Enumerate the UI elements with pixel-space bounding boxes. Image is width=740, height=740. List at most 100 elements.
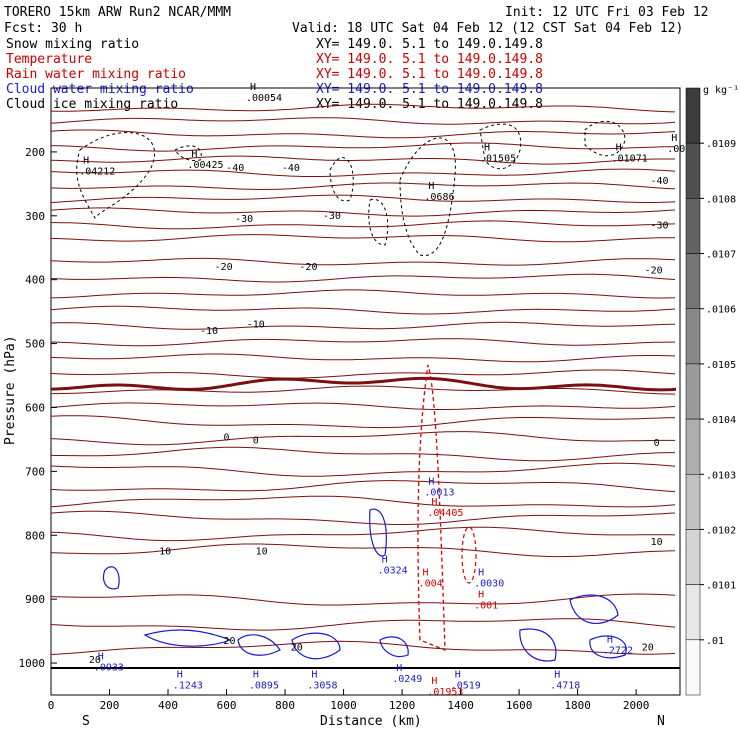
- max-value: .001: [474, 601, 498, 612]
- max-value: .0933: [94, 663, 124, 674]
- plot-frame: [50, 87, 681, 696]
- colorbar-swatch: [685, 418, 701, 475]
- colorbar-tick-label: .0107: [706, 250, 736, 261]
- freezing-level: [50, 376, 677, 392]
- ice-contour: [368, 198, 389, 246]
- max-marker: H: [191, 149, 197, 160]
- south-label: S: [82, 714, 90, 729]
- y-tick-label: 200: [25, 146, 45, 159]
- max-marker: H: [423, 567, 429, 578]
- isotherm: [50, 155, 675, 165]
- isotherm: [50, 462, 676, 477]
- colorbar-tick-label: .0103: [706, 470, 736, 481]
- max-value: .0013: [424, 488, 454, 499]
- isotherm-label: 0: [253, 435, 259, 446]
- y-tick-label: 1000: [19, 657, 46, 670]
- isotherm-label: -10: [200, 326, 218, 337]
- isotherm-label: -40: [226, 163, 244, 174]
- isotherm: [50, 207, 676, 217]
- max-marker: H: [177, 670, 183, 681]
- max-value: .00425: [187, 160, 223, 171]
- colorbar: .0109 .0108 .0107 .0106 .0105 .0104 .0103 .0102…: [685, 87, 736, 696]
- cloud-water-contour: [143, 629, 232, 647]
- isotherm-label: -30: [650, 221, 668, 232]
- max-value: .3058: [307, 681, 337, 692]
- cloud-water-contour: [369, 508, 387, 557]
- isotherm: [50, 480, 676, 493]
- max-value: .4718: [550, 681, 580, 692]
- isotherm: [50, 321, 676, 330]
- max-marker: H: [616, 142, 622, 153]
- colorbar-swatch: [685, 142, 701, 199]
- x-tick-label: 2000: [623, 699, 650, 712]
- y-tick-label: 500: [25, 338, 45, 351]
- max-marker: H: [98, 652, 104, 663]
- max-marker: H: [396, 663, 402, 674]
- max-marker: H: [484, 142, 490, 153]
- isotherm: [50, 640, 676, 655]
- isotherm-label: -40: [282, 163, 300, 174]
- colorbar-tick-label: .0104: [706, 415, 736, 426]
- isotherm: [50, 353, 676, 363]
- colorbar-swatch: [685, 529, 701, 585]
- isotherm: [50, 129, 676, 139]
- cloud-layer: [76, 120, 627, 662]
- x-tick-label: 0: [48, 699, 55, 712]
- isotherm: [50, 495, 676, 508]
- ice-contour: [329, 157, 354, 202]
- colorbar-swatch: [685, 87, 701, 144]
- isotherm: [50, 194, 676, 203]
- colorbar-tick-label: .0106: [706, 305, 736, 316]
- isotherm: [50, 526, 676, 542]
- max-marker: H: [431, 497, 437, 508]
- field-location: XY= 149.0. 5.1 to 149.0.149.8: [316, 52, 543, 67]
- max-marker: H: [311, 670, 317, 681]
- isotherm-label: -30: [323, 211, 341, 222]
- north-label: N: [657, 714, 665, 729]
- isotherm-label: -20: [299, 262, 317, 273]
- colorbar-tick-label: .0102: [706, 525, 736, 536]
- colorbar-swatch: [685, 474, 701, 530]
- y-tick-label: 600: [25, 401, 45, 414]
- max-value: .0324: [378, 566, 408, 577]
- axes: 0 200 400 600 800 1000 1200 1400 1600 1800 2000200…: [19, 146, 650, 712]
- colorbar-tick-label: .01: [706, 636, 724, 647]
- max-value: .004: [419, 578, 443, 589]
- isotherm-label: 0: [224, 433, 230, 444]
- ice-contour: [479, 123, 522, 170]
- y-tick-label: 900: [25, 593, 45, 606]
- isotherm: [50, 593, 676, 606]
- ice-contour: [584, 120, 626, 157]
- isotherm-label: 10: [651, 537, 663, 548]
- max-value: .01505: [480, 153, 516, 164]
- max-marker: H: [83, 155, 89, 166]
- colorbar-tick-label: .0109: [706, 139, 736, 150]
- field-location: XY= 149.0. 5.1 to 149.0.149.8: [316, 82, 543, 97]
- isotherm-label: 0: [654, 438, 660, 449]
- y-tick-label: 800: [25, 529, 45, 542]
- isotherm: [50, 510, 676, 525]
- max-value: .0015: [667, 144, 697, 155]
- isotherm: [50, 543, 676, 558]
- max-marker: H: [382, 555, 388, 566]
- x-axis-title: Distance (km): [320, 714, 422, 729]
- valid-time: Valid: 18 UTC Sat 04 Feb 12 (12 CST Sat …: [292, 21, 683, 36]
- max-value: .0686: [424, 192, 454, 203]
- x-tick-label: 1200: [389, 699, 416, 712]
- isotherm-label: -10: [247, 320, 265, 331]
- cloud-water-contour: [291, 632, 341, 660]
- isotherm: [50, 446, 675, 462]
- y-tick-label: 300: [25, 210, 45, 223]
- colorbar-tick-label: .0105: [706, 360, 736, 371]
- isotherm: [50, 257, 676, 266]
- isotherm: [50, 305, 676, 315]
- max-marker: H: [478, 590, 484, 601]
- x-tick-label: 1800: [564, 699, 591, 712]
- isotherm-label: 20: [291, 642, 303, 653]
- isotherm: [50, 168, 676, 177]
- x-tick-label: 400: [158, 699, 178, 712]
- isotherm-label: 20: [642, 642, 654, 653]
- max-marker: H: [428, 181, 434, 192]
- x-tick-label: 1600: [506, 699, 533, 712]
